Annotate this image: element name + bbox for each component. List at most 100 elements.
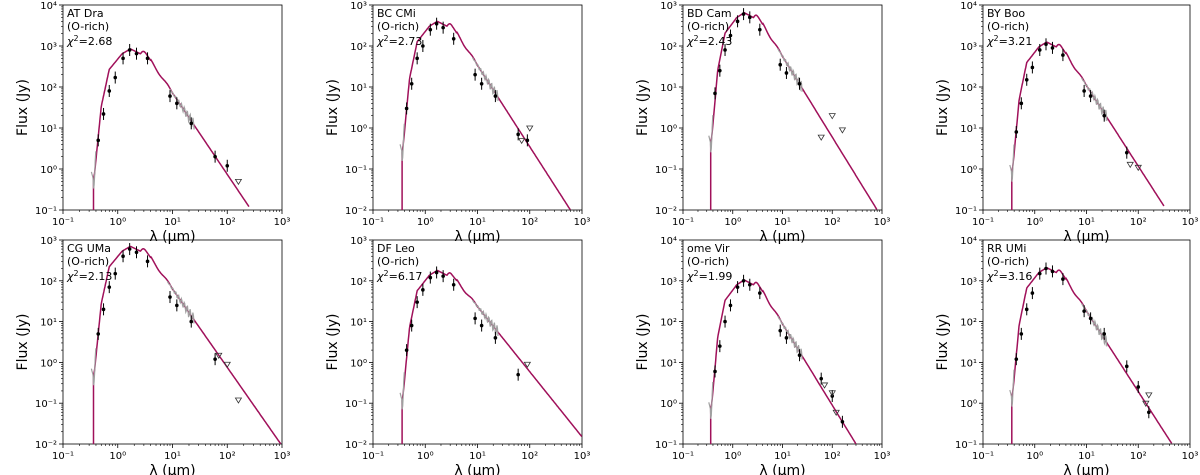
y-tick-label: 10⁰ [350,124,367,135]
y-tick-label: 10³ [40,42,57,53]
x-tick-label: 10³ [874,451,891,462]
x-tick-label: 10⁻¹ [972,217,994,228]
spectrum-line [471,299,499,337]
x-tick-label: 10² [521,451,538,462]
y-tick-label: 10² [350,42,367,53]
y-axis-label: Flux (Jy) [935,314,951,371]
y-tick-label: 10² [40,277,57,288]
photometry-point [168,295,172,299]
y-tick-label: 10⁻² [655,206,677,217]
star-name: AT Dra [67,7,104,20]
spectrum-line [399,123,405,161]
photometry-point [451,36,456,41]
photometry-point [1147,410,1151,415]
upper-limit-marker [832,409,840,417]
photometry-point [493,336,498,340]
photometry-point [718,68,722,73]
photometry-point [225,163,230,168]
photometry-point [479,81,484,86]
photometry-point [175,101,179,106]
y-tick-label: 10⁰ [350,358,367,369]
model-sed-line [401,20,571,210]
star-name: BD Cam [687,7,732,20]
photometry-point [778,328,783,333]
x-tick-label: 10³ [274,217,291,228]
x-axis-label: λ (μm) [149,463,195,475]
upper-limit-marker [223,361,231,369]
x-tick-label: 10⁰ [109,451,126,462]
chemistry-label: (O-rich) [987,20,1029,33]
y-tick-label: 10¹ [40,318,57,329]
photometry-point [1030,291,1035,295]
y-axis-label: Flux (Jy) [15,314,31,371]
chemistry-label: (O-rich) [377,255,419,268]
photometry-point [441,25,445,30]
x-tick-label: 10⁰ [724,451,741,462]
photometry-point [415,56,419,61]
x-tick-label: 10⁰ [417,217,434,228]
photometry-point [1030,65,1035,70]
upper-limit-marker [1134,164,1142,172]
photometry-point [175,303,179,308]
star-name: CG UMa [67,242,111,255]
y-tick-label: 10⁴ [660,236,677,247]
photometry-point [421,44,425,48]
photometry-point [1014,130,1019,134]
y-tick-label: 10¹ [40,124,57,135]
photometry-point [758,291,762,295]
photometry-point [473,316,477,321]
model-sed-line [92,245,282,444]
y-tick-label: 10³ [660,1,677,12]
chi2-label: χ2=2.73 [376,34,422,48]
photometry-point [1019,101,1024,106]
x-tick-label: 10⁰ [724,217,741,228]
photometry-point [121,56,125,61]
spectrum-line [777,315,803,360]
model-sed-line [709,279,857,444]
x-tick-label: 10² [824,451,841,462]
photometry-point [1102,332,1107,336]
x-tick-label: 10² [219,451,236,462]
photometry-point [145,56,150,61]
y-tick-label: 10² [960,83,977,94]
photometry-point [747,15,752,20]
photometry-point [1024,307,1029,312]
spectrum-line [90,348,97,386]
y-tick-label: 10² [350,277,367,288]
spectrum-line [1081,77,1108,122]
x-tick-label: 10² [1130,451,1147,462]
x-tick-label: 10⁰ [109,217,126,228]
upper-limit-marker [817,134,825,141]
photometry-point [451,282,456,287]
upper-limit-marker [234,178,243,186]
sed-panel-1: 10⁻¹ 10⁰ 10¹ 10² 10³ 10⁻¹ 10⁰ 10¹ 10² 10³ 10⁴ λ (μm… [15,1,290,245]
photometry-point [723,319,727,324]
y-tick-label: 10⁰ [660,399,677,410]
upper-limit-marker [215,352,223,359]
photometry-point [1124,364,1129,369]
photometry-point [96,138,101,143]
photometry-point [113,271,118,276]
spectrum-line [399,372,405,410]
x-tick-label: 10⁻¹ [672,451,694,462]
photometry-point [1019,332,1024,336]
photometry-point [113,75,118,80]
model-sed-line [709,12,878,210]
y-tick-label: 10³ [960,277,977,288]
photometry-point [713,369,717,374]
photometry-point [741,279,746,283]
sed-panel-8: 10⁻¹ 10⁰ 10¹ 10² 10³ 10⁻¹ 10⁰ 10¹ 10² 10³ 10⁴ λ (μm… [935,236,1198,475]
x-tick-label: 10¹ [469,217,486,228]
spectrum-line [1009,369,1015,407]
photometry-point [134,51,139,56]
photometry-point [96,332,101,336]
chi2-label: χ2=6.17 [376,269,422,283]
photometry-point [797,81,802,86]
upper-limit-marker [820,382,829,389]
x-tick-label: 10⁻¹ [972,451,994,462]
photometry-point [1024,77,1029,82]
y-tick-label: 10¹ [960,124,977,135]
photometry-point [797,353,802,358]
x-axis-label: λ (μm) [1063,463,1109,475]
photometry-point [713,91,717,96]
